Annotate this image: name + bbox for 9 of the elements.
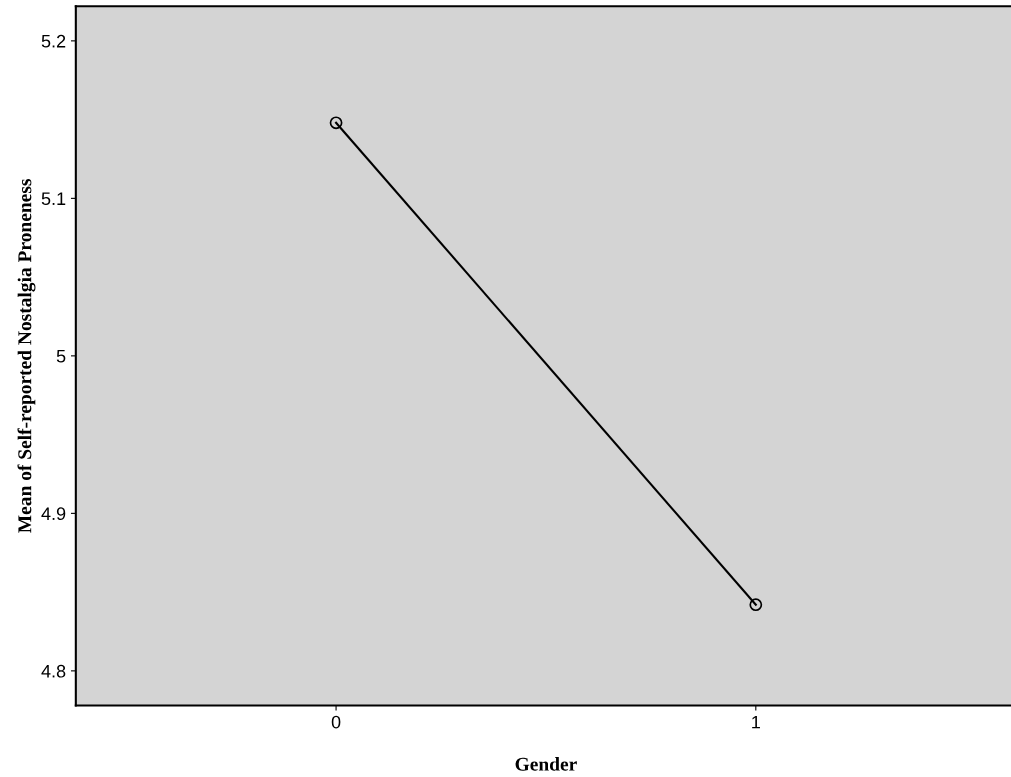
y-tick-label: 4.8: [41, 664, 66, 678]
y-tick-label: 5.2: [41, 34, 66, 48]
y-axis-title: Mean of Self-reported Nostalgia Proneness: [17, 179, 36, 533]
x-tick-label: 0: [331, 715, 341, 729]
y-tick-label: 5: [56, 349, 66, 363]
y-tick-label: 4.9: [41, 507, 66, 521]
y-tick-label: 5.1: [41, 192, 66, 206]
x-axis-title: Gender: [515, 757, 577, 771]
x-tick-label: 1: [752, 715, 760, 729]
